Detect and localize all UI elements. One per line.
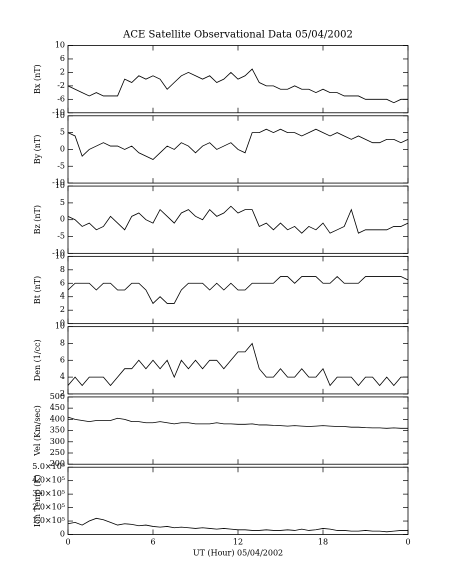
y-tick-label: 400: [50, 414, 65, 423]
y-tick-label: 4.0×10⁵: [32, 476, 65, 485]
x-tick-label: 6: [150, 538, 155, 547]
y-tick-label: 3.0×10⁵: [32, 489, 65, 498]
data-line: [67, 275, 409, 305]
y-tick-label: 0: [60, 530, 65, 539]
y-tick-label: -5: [57, 232, 65, 241]
y-tick-label: 2: [60, 67, 65, 76]
y-tick-label: -2: [57, 81, 65, 90]
y-axis-label: Bt (nT): [33, 276, 42, 304]
y-tick-label: 10: [55, 181, 65, 190]
data-line: [67, 128, 409, 160]
y-tick-label: -10: [52, 248, 65, 257]
data-line: [67, 342, 408, 387]
y-tick-label: 300: [50, 437, 65, 446]
data-line: [67, 68, 408, 104]
y-tick-label: 450: [50, 403, 65, 412]
y-tick-label: 250: [50, 448, 65, 457]
y-tick-label: 2.0×10⁵: [32, 503, 65, 512]
y-tick-label: 10: [55, 251, 65, 260]
y-axis-label: Bz (nT): [33, 205, 42, 234]
y-axis-label: Den (1/cc): [33, 339, 42, 381]
y-tick-label: 6: [60, 355, 65, 364]
panel-frame: [67, 185, 409, 254]
y-tick-label: 6: [60, 54, 65, 63]
y-tick-label: 4: [60, 292, 65, 301]
panel-frame: [67, 396, 409, 465]
y-tick-label: -10: [52, 178, 65, 187]
y-tick-label: 1.0×10⁵: [32, 516, 65, 525]
x-tick-label: 0: [405, 538, 410, 547]
y-tick-label: 200: [50, 459, 65, 468]
y-axis-label: Bx (nT): [33, 64, 42, 94]
y-tick-label: 6: [60, 278, 65, 287]
y-tick-label: 0: [60, 215, 65, 224]
y-tick-label: -6: [57, 94, 65, 103]
y-tick-label: 2: [60, 389, 65, 398]
y-tick-label: 8: [60, 265, 65, 274]
y-tick-label: 10: [55, 111, 65, 120]
y-tick-label: 10: [55, 322, 65, 331]
y-axis-label: Vel (Km/sec): [33, 405, 42, 457]
data-line: [67, 416, 408, 429]
data-line: [67, 205, 409, 234]
y-tick-label: 5.0×10⁵: [32, 462, 65, 471]
chart-title: ACE Satellite Observational Data 05/04/2…: [122, 30, 353, 41]
x-tick-label: 18: [318, 538, 328, 547]
x-tick-label: 12: [233, 538, 243, 547]
y-tick-label: 5: [60, 128, 65, 137]
y-tick-label: 500: [50, 392, 65, 401]
y-tick-label: 350: [50, 426, 65, 435]
y-tick-label: 4: [60, 372, 65, 381]
y-tick-label: 5: [60, 198, 65, 207]
y-axis-label: Ion Temp (K): [33, 475, 42, 528]
y-tick-label: -10: [52, 108, 65, 117]
y-tick-label: 10: [55, 41, 65, 50]
y-tick-label: 2: [60, 305, 65, 314]
x-axis-label: UT (Hour) 05/04/2002: [193, 549, 283, 558]
y-tick-label: -5: [57, 161, 65, 170]
y-tick-label: 8: [60, 338, 65, 347]
y-tick-label: 0: [60, 144, 65, 153]
y-tick-label: 0: [60, 319, 65, 328]
data-line: [67, 517, 408, 533]
x-tick-label: 0: [65, 538, 70, 547]
y-axis-label: By (nT): [33, 135, 42, 165]
